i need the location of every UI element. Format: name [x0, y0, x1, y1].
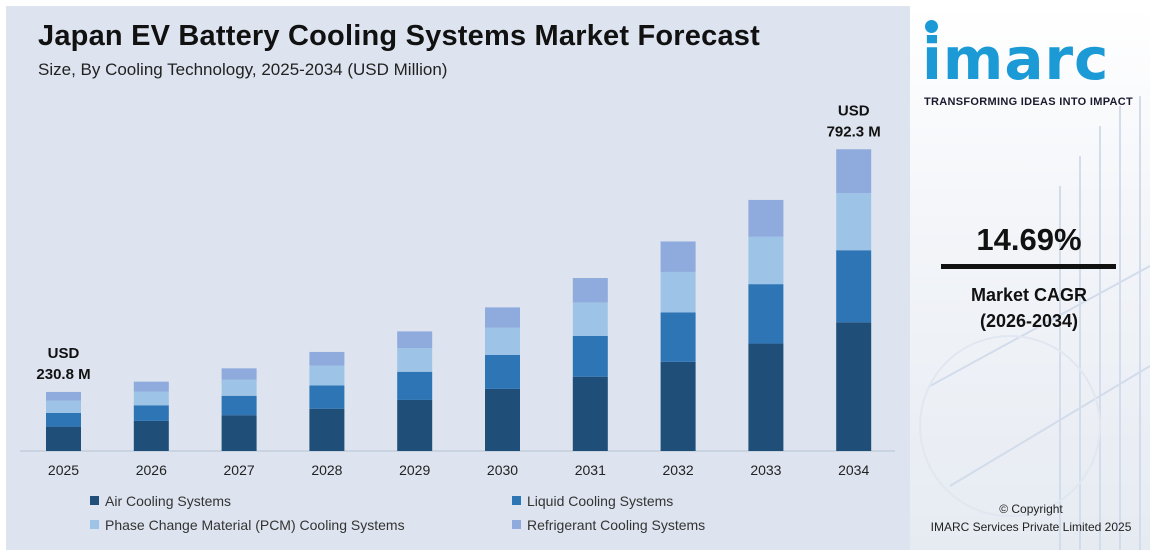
bar-segment-2030-s1 — [485, 354, 520, 389]
bar-segment-2028-s3 — [309, 351, 345, 366]
legend-label: Liquid Cooling Systems — [527, 493, 674, 509]
bar-segment-2031-s2 — [572, 302, 608, 336]
value-annotations: USD 230.8 M USD 792.3 M — [36, 102, 880, 383]
value-annotation-2034: USD — [838, 102, 870, 119]
bar-segment-2031-s1 — [572, 335, 608, 377]
brand-logo: imarc — [922, 25, 1110, 93]
bar-segment-2033-s0 — [748, 343, 784, 451]
legend-swatch — [512, 496, 521, 505]
x-tick-label: 2027 — [224, 462, 255, 478]
bar-segment-2028-s0 — [309, 408, 345, 451]
bar-segment-2025-s2 — [46, 400, 81, 413]
x-tick-label: 2034 — [838, 462, 869, 478]
bar-segment-2030-s0 — [485, 388, 520, 451]
x-tick-label: 2025 — [48, 462, 79, 478]
bar-segment-2032-s2 — [660, 271, 696, 313]
value-annotation-2025: USD — [48, 345, 80, 362]
bar-group — [46, 149, 872, 451]
bar-segment-2027-s0 — [221, 415, 257, 451]
bar-segment-2031-s0 — [572, 376, 608, 451]
legend-swatch — [90, 520, 99, 529]
bar-segment-2026-s2 — [133, 391, 169, 406]
cagr-value: 14.69% — [976, 222, 1082, 257]
bar-segment-2031-s3 — [572, 278, 608, 303]
x-tick-label: 2031 — [575, 462, 606, 478]
cagr-period: (2026-2034) — [979, 311, 1079, 331]
bar-segment-2033-s3 — [748, 199, 784, 237]
bar-segment-2033-s1 — [748, 284, 784, 344]
bar-segment-2026-s0 — [133, 420, 169, 451]
bar-segment-2034-s0 — [836, 322, 872, 451]
brand-tagline: TRANSFORMING IDEAS INTO IMPACT — [924, 96, 1134, 108]
x-tick-label: 2029 — [399, 462, 430, 478]
x-tick-label: 2026 — [136, 462, 167, 478]
background-decoration — [919, 96, 1150, 550]
legend-label: Air Cooling Systems — [105, 493, 232, 509]
legend-swatch — [90, 496, 99, 505]
x-tick-label: 2033 — [750, 462, 781, 478]
x-tick-label: 2032 — [663, 462, 694, 478]
bar-segment-2026-s1 — [133, 405, 169, 421]
copyright-block: © Copyright IMARC Services Private Limit… — [920, 500, 1142, 536]
legend-label: Phase Change Material (PCM) Cooling Syst… — [105, 517, 405, 533]
bar-segment-2028-s2 — [309, 365, 345, 386]
value-annotation-2034: 792.3 M — [827, 123, 881, 140]
bar-segment-2034-s3 — [836, 149, 872, 194]
bar-segment-2029-s2 — [397, 348, 433, 372]
chart-title: Japan EV Battery Cooling Systems Market … — [38, 20, 760, 52]
x-tick-labels: 2025 2026 2027 2028 2029 2030 2031 2032 2033 2034 — [48, 462, 870, 478]
x-tick-label: 2030 — [487, 462, 518, 478]
bar-segment-2026-s3 — [133, 381, 169, 392]
cagr-divider — [941, 264, 1116, 269]
copyright-line2: IMARC Services Private Limited 2025 — [930, 520, 1132, 534]
bar-segment-2025-s0 — [46, 426, 81, 451]
cagr-label-block: Market CAGR (2026-2034) — [940, 282, 1118, 334]
chart-subtitle: Size, By Cooling Technology, 2025-2034 (… — [38, 60, 448, 79]
stacked-bar-chart: 2025 2026 2027 2028 2029 2030 2031 2032 2033 2034… — [20, 102, 895, 478]
legend-label: Refrigerant Cooling Systems — [527, 517, 706, 533]
bar-segment-2032-s1 — [660, 312, 696, 362]
x-tick-label: 2028 — [311, 462, 342, 478]
bar-segment-2033-s2 — [748, 236, 784, 285]
bar-segment-2032-s0 — [660, 361, 696, 451]
cagr-label: Market CAGR — [970, 285, 1088, 305]
bar-segment-2030-s2 — [485, 327, 520, 355]
bar-segment-2034-s2 — [836, 193, 872, 251]
bar-segment-2030-s3 — [485, 307, 520, 328]
legend-item: Phase Change Material (PCM) Cooling Syst… — [90, 517, 405, 533]
bar-segment-2034-s1 — [836, 250, 872, 323]
value-annotation-2025: 230.8 M — [36, 366, 90, 383]
bar-segment-2029-s3 — [397, 331, 433, 349]
bar-segment-2027-s1 — [221, 395, 257, 416]
bar-segment-2029-s1 — [397, 371, 433, 400]
bar-segment-2029-s0 — [397, 399, 433, 451]
side-panel — [910, 6, 1150, 550]
logo-dot-icon — [925, 20, 938, 33]
legend-item: Liquid Cooling Systems — [512, 493, 673, 509]
bar-segment-2025-s1 — [46, 412, 81, 427]
legend-item: Refrigerant Cooling Systems — [512, 517, 705, 533]
bar-segment-2028-s1 — [309, 385, 345, 409]
legend-item: Air Cooling Systems — [90, 493, 231, 509]
bar-segment-2032-s3 — [660, 241, 696, 272]
copyright-line1: © Copyright — [999, 502, 1063, 516]
bar-segment-2025-s3 — [46, 391, 81, 401]
bar-segment-2027-s2 — [221, 379, 257, 396]
bar-segment-2027-s3 — [221, 368, 257, 380]
legend-swatch — [512, 520, 521, 529]
